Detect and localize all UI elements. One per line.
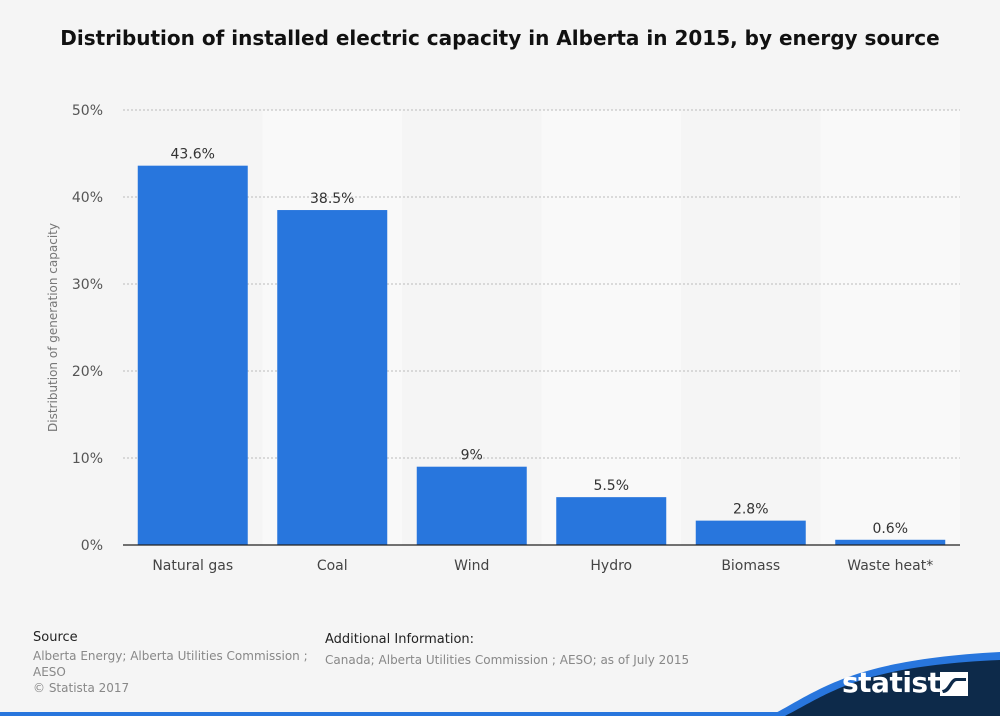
x-axis-ticks: Natural gas Coal Wind Hydro Biomass Waste hea… <box>152 558 933 574</box>
y-tick-label: 10% <box>72 451 103 467</box>
value-label: 2.8% <box>733 502 769 518</box>
y-axis-label: Distribution of generation capacity <box>46 223 60 432</box>
x-tick-label: Coal <box>317 558 348 574</box>
bars <box>137 165 946 546</box>
bar <box>695 520 806 545</box>
copyright: © Statista 2017 <box>33 681 130 695</box>
x-tick-label: Hydro <box>590 558 632 574</box>
y-tick-label: 0% <box>81 538 103 554</box>
y-tick-label: 40% <box>72 190 103 206</box>
additional-info-heading: Additional Information: <box>325 632 475 647</box>
gridlines <box>123 109 960 459</box>
source-block: Source Alberta Energy; Alberta Utilities… <box>33 630 323 696</box>
additional-info-text: Canada; Alberta Utilities Commission ; A… <box>325 653 690 667</box>
category-band <box>541 110 681 545</box>
bar-chart: 0% 10% 20% 30% 40% 50% 43.6% 38.5% 9% 5.5% 2.8% 0.… <box>46 103 960 574</box>
bar <box>277 210 388 546</box>
x-tick-label: Natural gas <box>152 558 233 574</box>
value-label: 0.6% <box>872 521 908 537</box>
value-label: 43.6% <box>171 147 215 163</box>
source-text: Alberta Energy; Alberta Utilities Commis… <box>33 649 308 679</box>
x-tick-label: Biomass <box>721 558 780 574</box>
statista-logo-icon <box>940 672 968 696</box>
value-label: 9% <box>461 448 483 464</box>
value-label: 38.5% <box>310 191 354 207</box>
y-axis-ticks: 0% 10% 20% 30% 40% 50% <box>72 103 103 554</box>
y-tick-label: 30% <box>72 277 103 293</box>
y-tick-label: 50% <box>72 103 103 119</box>
source-heading: Source <box>33 630 78 645</box>
bar <box>835 539 946 545</box>
x-tick-label: Waste heat* <box>847 558 933 574</box>
chart-title: Distribution of installed electric capac… <box>60 26 940 50</box>
y-tick-label: 20% <box>72 364 103 380</box>
bar <box>416 466 527 545</box>
value-labels: 43.6% 38.5% 9% 5.5% 2.8% 0.6% <box>171 147 909 537</box>
statista-logo: statista <box>842 666 959 699</box>
x-tick-label: Wind <box>454 558 489 574</box>
category-band <box>820 110 960 545</box>
value-label: 5.5% <box>593 478 629 494</box>
bar <box>137 165 248 545</box>
bar <box>556 497 667 545</box>
additional-info-block: Additional Information: Canada; Alberta … <box>325 632 745 668</box>
